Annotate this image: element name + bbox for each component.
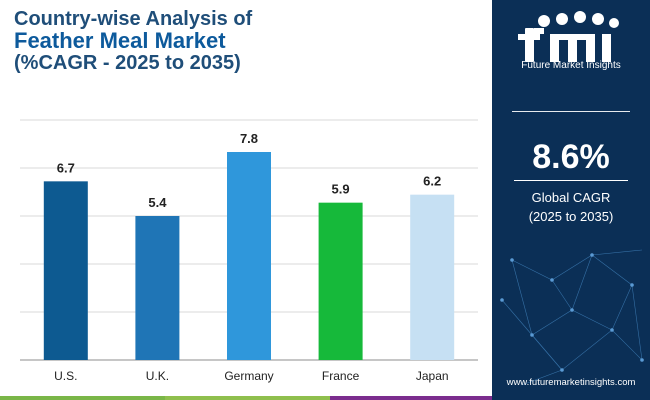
website-url[interactable]: www.futuremarketinsights.com <box>506 377 636 388</box>
cagr-label-line-2: (2025 to 2035) <box>528 209 614 224</box>
category-label: U.K. <box>146 369 169 383</box>
labels: 6.7 U.S. 5.4 U.K. 7.8 Germany 5.9 France 6.2 Japa… <box>54 131 448 383</box>
logo-circle-icon <box>538 15 550 27</box>
divider <box>512 111 630 112</box>
bar-france <box>318 202 363 360</box>
category-label: Japan <box>416 369 449 383</box>
bar-chart: 6.7 U.S. 5.4 U.K. 7.8 Germany 5.9 France 6.2 Japa… <box>20 119 478 383</box>
cagr-label-line-1: Global CAGR <box>531 190 611 205</box>
data-label: 6.2 <box>423 174 441 189</box>
category-label: France <box>322 369 360 383</box>
data-label: 7.8 <box>240 131 258 146</box>
global-cagr-value: 8.6% <box>532 138 610 176</box>
title-line-1: Country-wise Analysis of <box>14 8 253 30</box>
chart-title: Country-wise Analysis of Feather Meal Ma… <box>14 8 252 74</box>
title-line-3: (%CAGR - 2025 to 2035) <box>14 52 241 74</box>
data-label: 5.4 <box>148 195 167 210</box>
category-label: Germany <box>224 369 273 383</box>
bar-uk <box>135 216 180 360</box>
brand-name: Future Market Insights <box>521 60 621 71</box>
bottom-accent-bar <box>0 396 492 400</box>
data-label: 5.9 <box>332 182 350 197</box>
cagr-divider <box>514 180 628 181</box>
bar-japan <box>410 194 455 360</box>
category-label: U.S. <box>54 369 77 383</box>
title-line-2: Feather Meal Market <box>14 28 226 53</box>
sidebar-panel: Future Market Insights 8.6% Global CAGR … <box>492 0 650 400</box>
bar-germany <box>227 152 271 360</box>
network-decoration <box>500 249 644 386</box>
fmi-logo <box>518 11 619 62</box>
bar-us <box>43 181 88 360</box>
data-label: 6.7 <box>57 160 75 175</box>
global-cagr-label: Global CAGR (2025 to 2035) <box>492 188 650 226</box>
bars <box>43 152 455 360</box>
